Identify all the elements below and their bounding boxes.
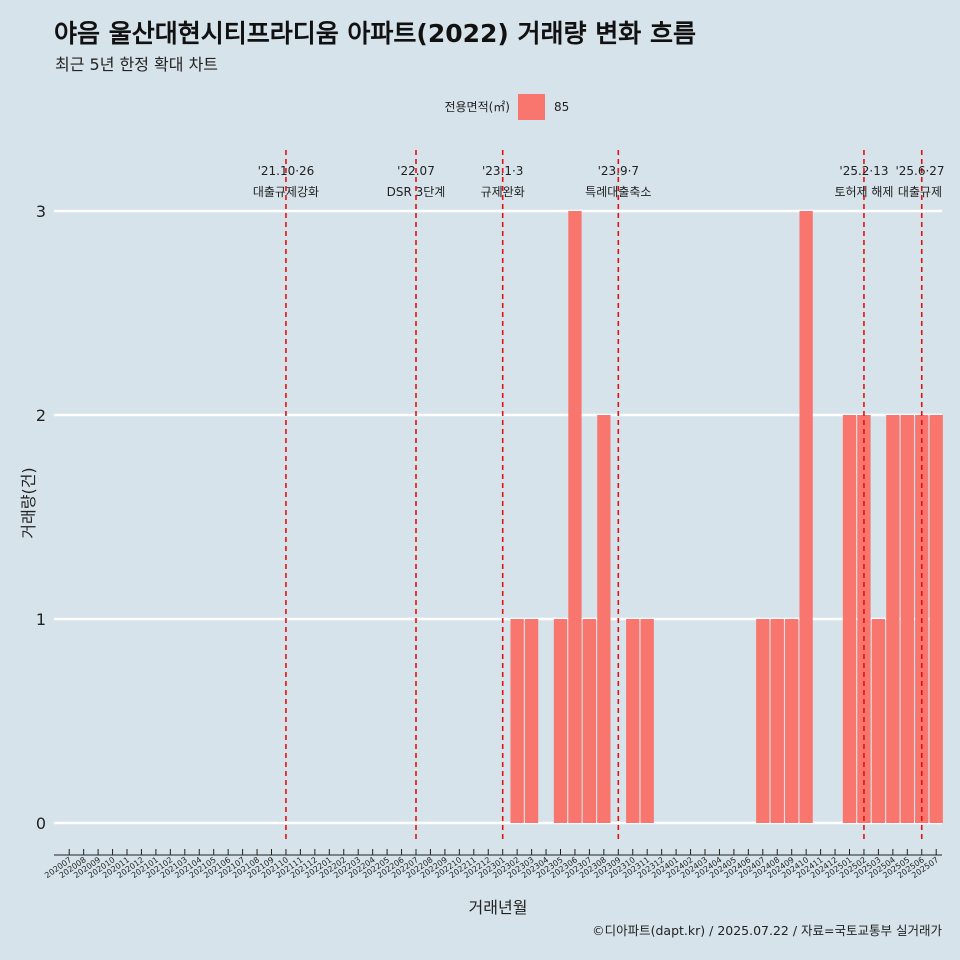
bar <box>900 415 914 823</box>
bar <box>929 415 943 823</box>
bar <box>842 415 857 823</box>
event-date-label: '23.1·3 <box>482 164 523 178</box>
legend-item-label: 85 <box>554 100 569 114</box>
bar <box>871 619 886 823</box>
y-axis-title: 거래량(건) <box>19 467 38 538</box>
event-date-label: '25.2·13 <box>839 164 888 178</box>
bar <box>510 619 524 823</box>
bar <box>799 211 813 823</box>
y-tick-label: 2 <box>36 406 46 425</box>
y-tick-label: 1 <box>36 610 46 629</box>
event-label: 토허제 해제 <box>834 185 893 199</box>
bar <box>770 619 784 823</box>
y-tick-label: 0 <box>36 814 46 833</box>
event-label: 대출규제강화 <box>253 185 319 199</box>
y-tick-label: 3 <box>36 202 46 221</box>
bar <box>626 619 640 823</box>
chart-subtitle: 최근 5년 한정 확대 차트 <box>55 55 218 74</box>
bar <box>597 415 611 823</box>
bar <box>524 619 539 823</box>
event-label: DSR 3단계 <box>387 185 446 199</box>
y-axis-ticks: 0 1 2 3 <box>36 202 46 833</box>
event-lines: '21.10·26 대출규제강화 '22.07 DSR 3단계 '23.1·3 규제완화 '… <box>253 150 945 842</box>
gridlines <box>54 209 942 825</box>
event-label: 특례대출축소 <box>585 185 651 199</box>
event-date-label: '25.6·27 <box>895 164 944 178</box>
event-label: 대출규제 <box>898 185 942 199</box>
source-caption: ©디아파트(dapt.kr) / 2025.07.22 / 자료=국토교통부 실… <box>592 923 942 938</box>
chart-title: 야음 울산대현시티프라디움 아파트(2022) 거래량 변화 흐름 <box>54 19 696 48</box>
legend: 전용면적(㎡) 85 <box>444 94 569 120</box>
bar <box>640 619 654 823</box>
bar <box>756 619 770 823</box>
event-date-label: '23.9·7 <box>598 164 639 178</box>
bar <box>785 619 799 823</box>
legend-swatch <box>518 94 545 120</box>
x-axis-title: 거래년월 <box>469 898 528 917</box>
event-label: 규제완화 <box>481 185 525 199</box>
bar <box>582 619 597 823</box>
legend-title: 전용면적(㎡) <box>444 100 510 114</box>
bar <box>568 211 582 823</box>
bar <box>886 415 900 823</box>
bar <box>553 619 568 823</box>
event-date-label: '21.10·26 <box>258 164 315 178</box>
event-date-label: '22.07 <box>397 164 435 178</box>
